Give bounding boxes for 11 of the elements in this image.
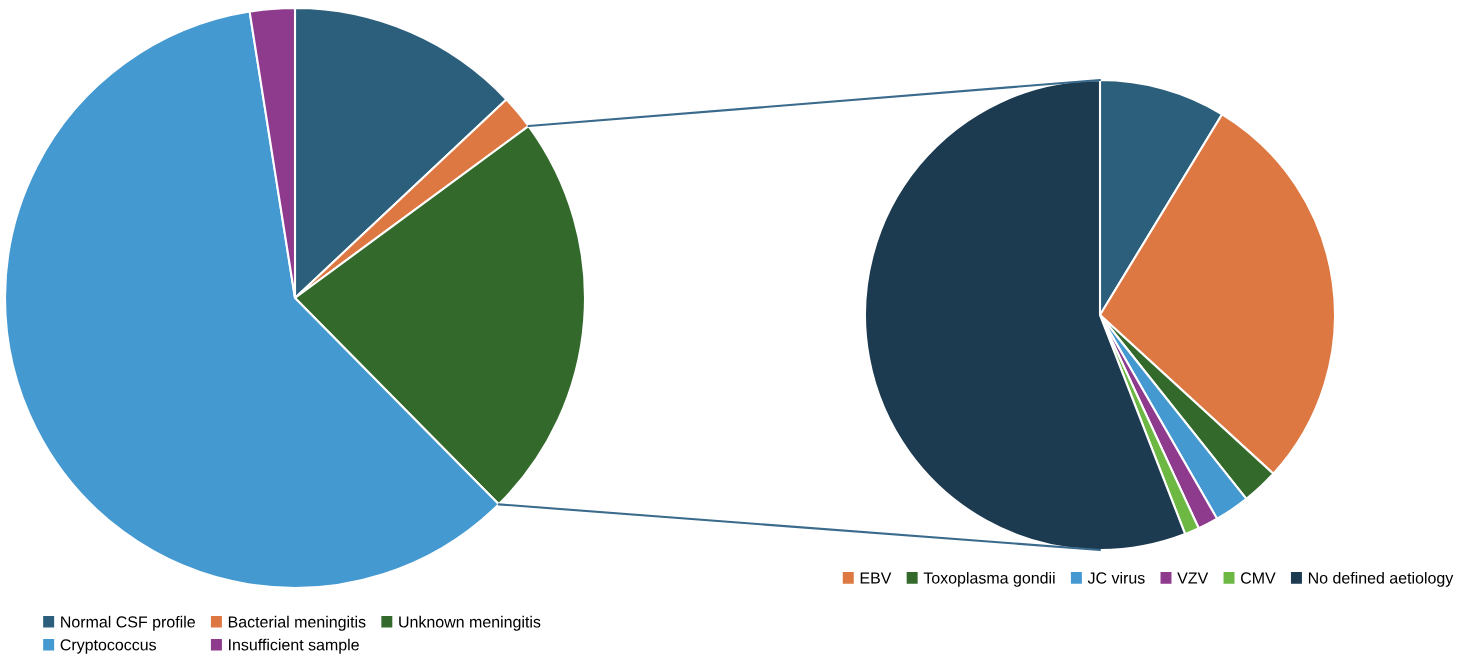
legend-label: Bacterial meningitis [228, 615, 366, 631]
legend-label: Cryptococcus [60, 639, 157, 654]
legend-label: CMV [1241, 572, 1276, 584]
legend-label: EBV [860, 572, 892, 584]
legend-label: VZV [1177, 572, 1209, 584]
legend-label: Normal CSF profile [61, 615, 195, 631]
legend-label: Toxoplasma gondii [923, 571, 1055, 587]
legend-label: No defined aetiology [1308, 571, 1454, 587]
legend-label: Insufficient sample [229, 638, 359, 654]
legend-label: JC virus [1087, 571, 1145, 584]
legend-label: Unknown meningitis [399, 615, 541, 631]
